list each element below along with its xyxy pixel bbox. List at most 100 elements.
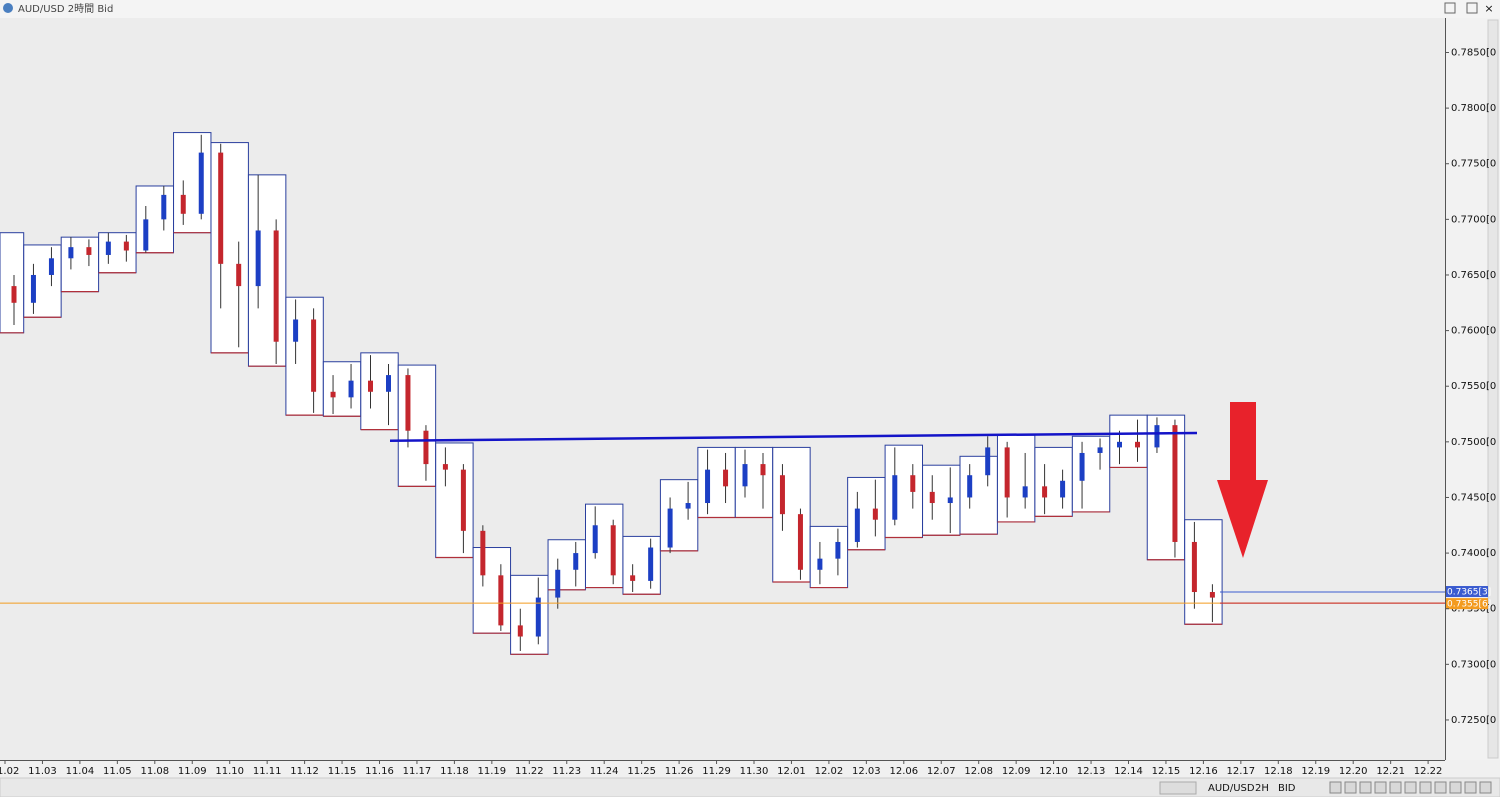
candle-body xyxy=(86,247,92,255)
tool-button[interactable] xyxy=(1449,781,1462,794)
scrollbar[interactable] xyxy=(1487,19,1499,759)
x-tick-label: 12.21 xyxy=(1376,766,1405,777)
tool-button[interactable] xyxy=(1389,781,1402,794)
x-tick-label: 12.10 xyxy=(1039,766,1068,777)
candle-body xyxy=(648,547,654,581)
y-tick-label: 0.7400[0 xyxy=(1451,548,1496,559)
x-tick-label: 12.09 xyxy=(1002,766,1031,777)
range-box xyxy=(435,442,474,559)
y-tick-label: 0.7600[0 xyxy=(1451,326,1496,337)
candle-body xyxy=(835,541,841,559)
candle-body xyxy=(742,464,748,487)
range-box xyxy=(322,361,362,417)
candle-body xyxy=(535,597,541,637)
ask-label-box xyxy=(1446,586,1488,598)
candle-body xyxy=(480,530,486,576)
range-box xyxy=(884,444,923,539)
tool-button[interactable] xyxy=(1329,781,1342,794)
candle-body xyxy=(610,525,616,576)
candle-body xyxy=(311,319,317,392)
range-box xyxy=(697,446,736,518)
y-tick-label: 0.7250[0 xyxy=(1451,715,1496,726)
candle-body xyxy=(947,497,953,504)
candle-body xyxy=(405,375,411,431)
y-tick-label: 0.7650[0 xyxy=(1451,270,1496,281)
tool-button[interactable] xyxy=(1374,781,1387,794)
candle-body xyxy=(161,194,167,220)
y-tick-label: 0.7550[0 xyxy=(1451,381,1496,392)
candle-body xyxy=(892,475,898,520)
range-box xyxy=(1034,446,1073,517)
candle-body xyxy=(255,230,261,287)
tool-icons[interactable] xyxy=(1329,781,1492,794)
minimize-button[interactable] xyxy=(1444,2,1456,14)
x-tick-label: 11.15 xyxy=(328,766,357,777)
candle-body xyxy=(273,230,279,342)
candle-body xyxy=(180,194,186,214)
candle-body xyxy=(573,553,579,570)
candle-body xyxy=(236,263,242,287)
range-box xyxy=(659,479,699,552)
candle-body xyxy=(498,575,504,626)
candle-body xyxy=(967,475,973,498)
candle-body xyxy=(143,219,149,251)
tool-button[interactable] xyxy=(1464,781,1477,794)
tool-button[interactable] xyxy=(1404,781,1417,794)
range-box xyxy=(1071,435,1111,513)
window-buttons[interactable]: × xyxy=(1444,2,1494,15)
x-tick-label: 11.25 xyxy=(627,766,656,777)
range-box xyxy=(397,364,437,487)
tool-button[interactable] xyxy=(1419,781,1432,794)
tool-button[interactable] xyxy=(1359,781,1372,794)
close-button[interactable]: × xyxy=(1484,2,1493,15)
range-box xyxy=(1184,519,1223,625)
x-tick-label: 11.26 xyxy=(665,766,694,777)
range-box xyxy=(1146,414,1186,561)
y-tick-label: 0.7750[0 xyxy=(1451,159,1496,170)
candle-body xyxy=(985,447,991,476)
range-box xyxy=(996,434,1036,523)
range-box xyxy=(285,296,324,416)
x-tick-label: 11.12 xyxy=(290,766,319,777)
candle-body xyxy=(68,247,74,259)
candle-body xyxy=(592,525,598,554)
timeframe-select[interactable]: 2H xyxy=(1255,783,1269,794)
x-tick-label: 11.30 xyxy=(740,766,769,777)
range-box xyxy=(60,236,100,293)
tool-button[interactable] xyxy=(1344,781,1357,794)
x-tick-label: 12.14 xyxy=(1114,766,1143,777)
x-tick-label: 11.03 xyxy=(28,766,57,777)
side-select[interactable]: BID xyxy=(1278,783,1296,794)
app-icon xyxy=(3,3,13,13)
candle-body xyxy=(368,380,373,392)
candle-body xyxy=(779,475,785,515)
candle-body xyxy=(460,469,466,531)
date-axis: 11.02 11.03 11.04 11.05 11.08 11.09 11.10 11.11… xyxy=(0,760,1442,777)
candle-body xyxy=(198,152,204,214)
candle-body xyxy=(1154,425,1160,448)
candle-body xyxy=(760,464,766,476)
y-tick-label: 0.7700[0 xyxy=(1451,214,1496,225)
candle-body xyxy=(1191,541,1197,593)
x-tick-label: 11.08 xyxy=(140,766,169,777)
tool-button[interactable] xyxy=(1434,781,1447,794)
x-tick-label: 12.06 xyxy=(889,766,918,777)
maximize-button[interactable] xyxy=(1466,2,1478,14)
symbol-select[interactable]: AUD/USD xyxy=(1208,783,1255,794)
range-box xyxy=(135,185,175,254)
candle-body xyxy=(1209,592,1215,598)
x-tick-label: 11.05 xyxy=(103,766,132,777)
price-labels: 0.7250[0 0.7300[0 0.7350[0 0.7400[0 0.7450[0… xyxy=(1446,47,1496,726)
ask-label: 0.7365[3] xyxy=(1447,588,1491,598)
x-tick-label: 11.09 xyxy=(178,766,207,777)
x-tick-label: 12.02 xyxy=(815,766,844,777)
candle-body xyxy=(517,625,523,637)
x-tick-label: 11.10 xyxy=(215,766,244,777)
candle-body xyxy=(630,575,636,581)
candle-body xyxy=(929,491,935,504)
x-tick-label: 11.24 xyxy=(590,766,619,777)
y-tick-label: 0.7350[0 xyxy=(1451,604,1496,615)
candle-body xyxy=(723,469,729,487)
tool-button[interactable] xyxy=(1479,781,1492,794)
scroll-control[interactable] xyxy=(1159,781,1197,795)
